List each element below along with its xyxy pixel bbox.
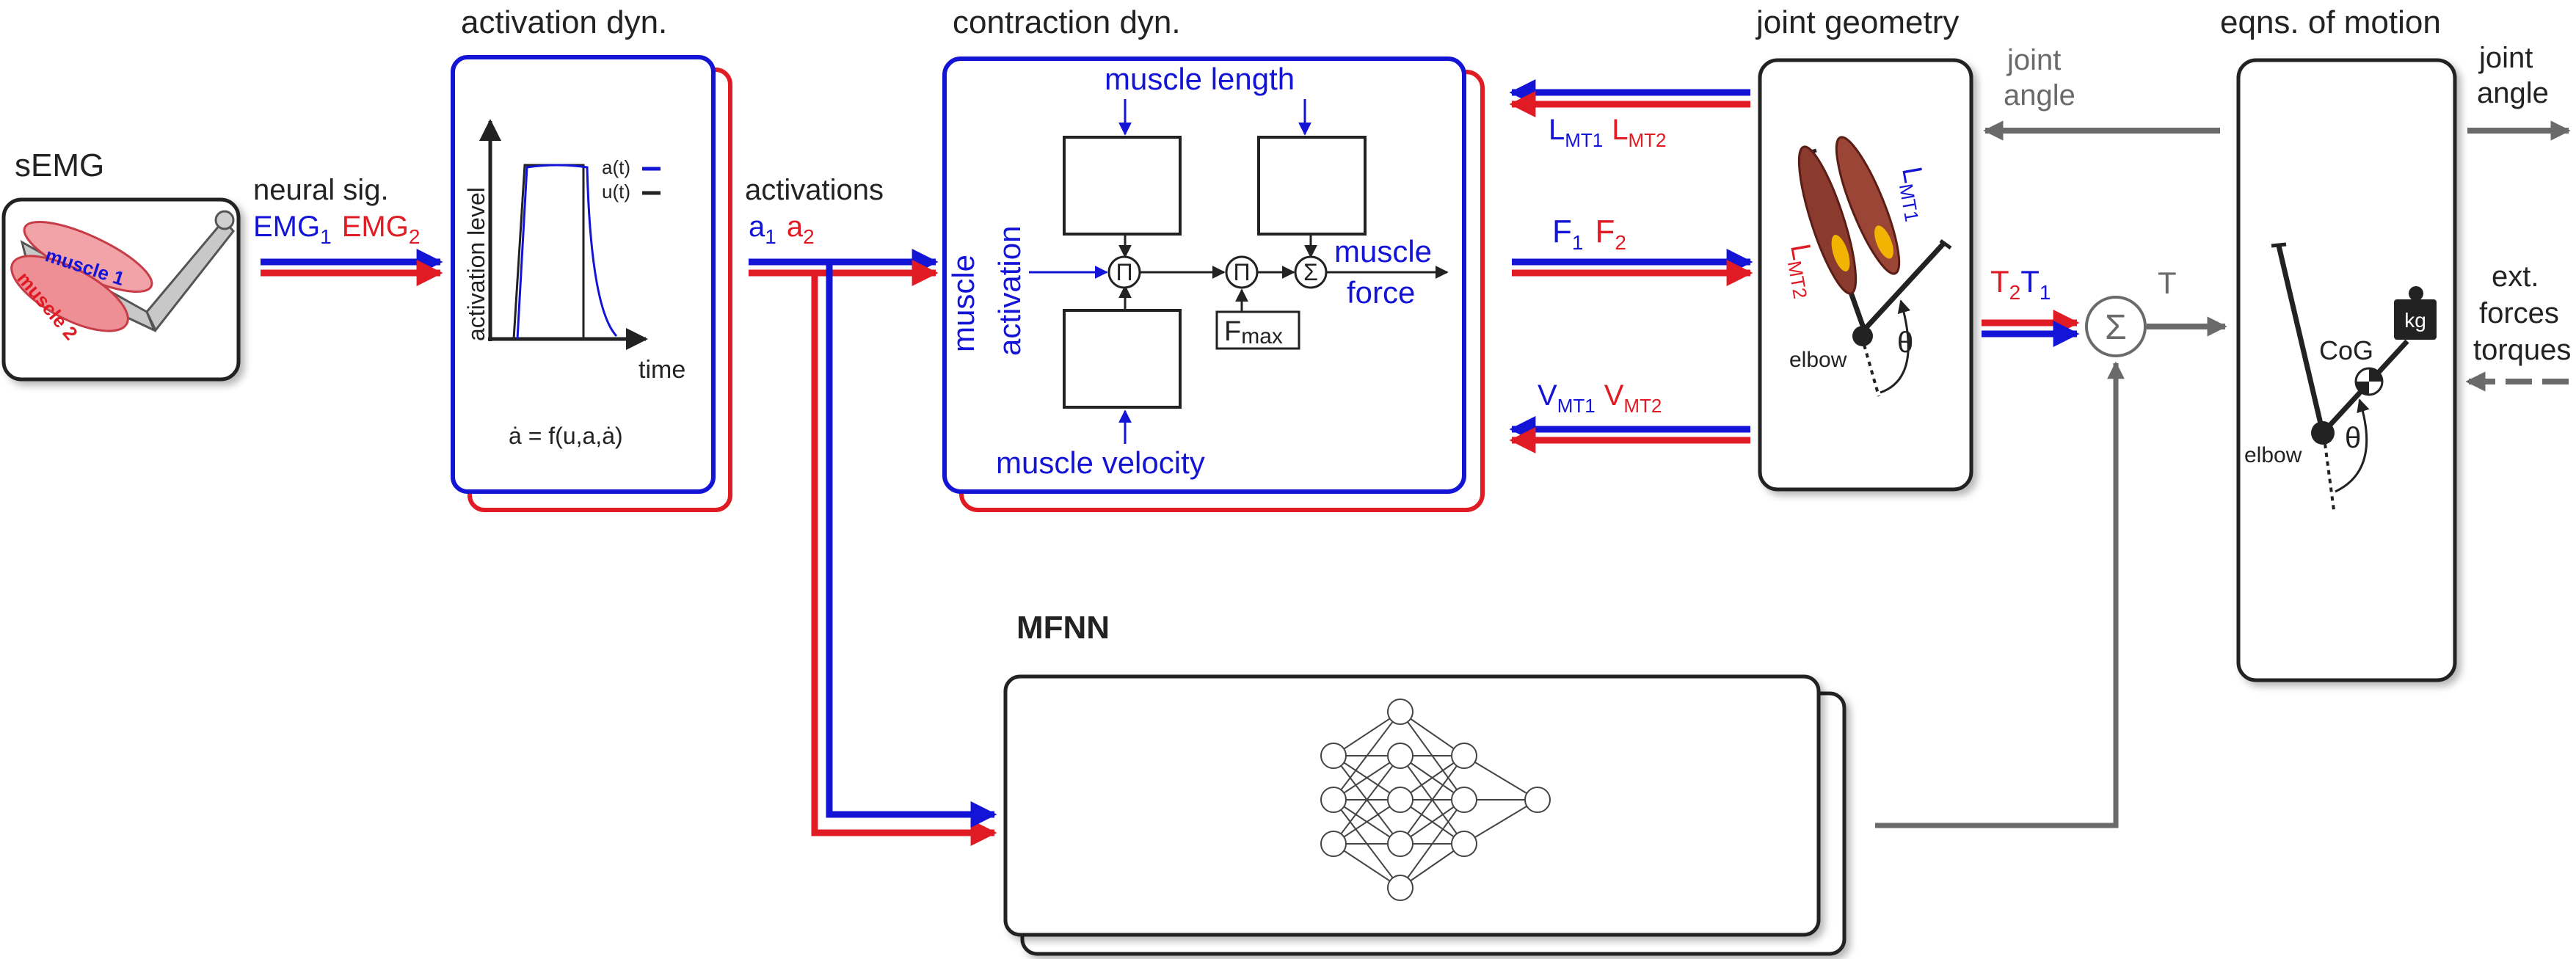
elbow-joint — [1852, 326, 1873, 346]
eqns-of-motion-title: eqns. of motion — [2220, 4, 2441, 40]
ext-forces-label-2: forces — [2479, 297, 2559, 329]
cog-label: CoG — [2319, 335, 2373, 365]
joint-geometry-illustration: LMT1 LMT2 elbow θ — [1783, 136, 1952, 397]
t-total-label: T — [2158, 266, 2177, 300]
ext-forces-label-1: ext. — [2492, 260, 2539, 293]
force-length-box — [1063, 136, 1182, 236]
pendulum-illustration: θ elbow CoG kg — [2244, 242, 2437, 511]
activation-equation: ȧ = f(u,a,ȧ) — [509, 423, 623, 449]
mfnn-torque-line — [1875, 361, 2125, 828]
mfnn-branch-blue — [826, 262, 997, 828]
fmax-label: Fmax — [1224, 316, 1283, 349]
t2-label: T — [1990, 264, 2009, 299]
emg2-sub: 2 — [409, 225, 421, 248]
a-t-label: a(t) — [602, 156, 630, 178]
theta-label-motion: θ — [2345, 422, 2361, 454]
activations-label: activations — [745, 174, 884, 206]
a1-sub: 1 — [765, 225, 776, 248]
lmt2-sub: MT2 — [1629, 129, 1667, 151]
vmt2-label: V — [1604, 379, 1624, 412]
activation-level-label: activation level — [463, 187, 490, 341]
f2-label: F — [1595, 214, 1615, 249]
a2-label: a — [787, 211, 804, 243]
emg2-label: EMG — [342, 211, 409, 243]
muscle-force-label-2: force — [1347, 275, 1415, 310]
semg-block: sEMG muscle 1 muscle 2 — [1, 147, 241, 382]
lmt1-sub: MT1 — [1565, 129, 1603, 151]
contraction-dyn-title: contraction dyn. — [953, 4, 1181, 40]
kg-label: kg — [2404, 309, 2426, 332]
lmt1-label: L — [1549, 114, 1565, 146]
joint-angle-label-1b: angle — [2004, 79, 2075, 112]
a1-label: a — [749, 211, 765, 243]
ext-forces-label-3: torques — [2473, 334, 2571, 366]
vmt1-label: V — [1538, 379, 1557, 412]
activation-plot: a(t) u(t) activation level time ȧ = f(u,… — [463, 119, 685, 449]
emg1-sub: 1 — [320, 225, 332, 248]
a-t-curve — [516, 164, 618, 340]
f-labels: F1 F2 — [1552, 214, 1626, 254]
fmax-box — [1215, 310, 1300, 350]
muscle-velocity-label: muscle velocity — [996, 445, 1205, 480]
f1-sub: 1 — [1572, 231, 1584, 254]
time-label: time — [638, 356, 685, 384]
emg-labels: EMG1 EMG2 — [253, 211, 420, 248]
mfnn-branch-red — [811, 273, 997, 846]
muscle-activation-label-1: muscle — [946, 255, 980, 352]
passive-force-box — [1257, 136, 1367, 236]
contraction-internals: muscle length muscle activation Π Π Σ Fm… — [946, 62, 1449, 480]
elbow-label-joint: elbow — [1789, 348, 1847, 372]
weight-block — [2394, 299, 2437, 340]
semg-title: sEMG — [15, 147, 104, 183]
muscle-2-shape — [10, 255, 129, 332]
elbow-label-motion: elbow — [2244, 443, 2302, 467]
joint-geometry-title: joint geometry — [1755, 4, 1959, 40]
vmt-labels: VMT1 VMT2 — [1538, 379, 1662, 417]
neural-sig-label: neural sig. — [253, 174, 389, 206]
joint-angle-label-2b: angle — [2477, 77, 2549, 109]
f2-sub: 2 — [1615, 231, 1626, 254]
torque-sum-node — [2085, 296, 2147, 357]
neural-network-icon — [1320, 699, 1551, 901]
pi-1: Π — [1116, 259, 1132, 285]
joint-angle-label-2a: joint — [2478, 42, 2533, 74]
pendulum-elbow — [2311, 421, 2335, 445]
emg1-label: EMG — [253, 211, 320, 243]
activation-dyn-title: activation dyn. — [461, 4, 667, 40]
muscle-activation-label-2: activation — [992, 226, 1027, 356]
t-labels: T2T1 — [1990, 264, 2051, 304]
eqns-of-motion-frame — [2236, 58, 2457, 682]
torque-sum-symbol: Σ — [2105, 308, 2127, 347]
t2-sub: 2 — [2009, 281, 2021, 304]
t1-sub: 1 — [2040, 281, 2051, 304]
lmt2-label: L — [1612, 114, 1628, 146]
force-velocity-box — [1063, 309, 1182, 409]
vmt2-sub: MT2 — [1623, 395, 1662, 417]
sigma-1: Σ — [1303, 259, 1318, 285]
t1-label: T — [2020, 264, 2040, 299]
muscle-length-label: muscle length — [1105, 62, 1295, 96]
vmt1-sub: MT1 — [1557, 395, 1596, 417]
pi-2: Π — [1233, 259, 1250, 285]
lmt-labels: LMT1 LMT2 — [1549, 114, 1667, 151]
mfnn-title: MFNN — [1016, 610, 1110, 646]
a-labels: a1 a2 — [749, 211, 815, 248]
arm-illustration: muscle 1 muscle 2 — [10, 210, 235, 344]
a2-sub: 2 — [803, 225, 815, 248]
f1-label: F — [1552, 214, 1572, 249]
u-t-label: u(t) — [602, 181, 630, 203]
joint-angle-label-1a: joint — [2006, 44, 2061, 76]
theta-label-joint: θ — [1897, 327, 1913, 359]
muscle-force-label-1: muscle — [1334, 234, 1432, 269]
